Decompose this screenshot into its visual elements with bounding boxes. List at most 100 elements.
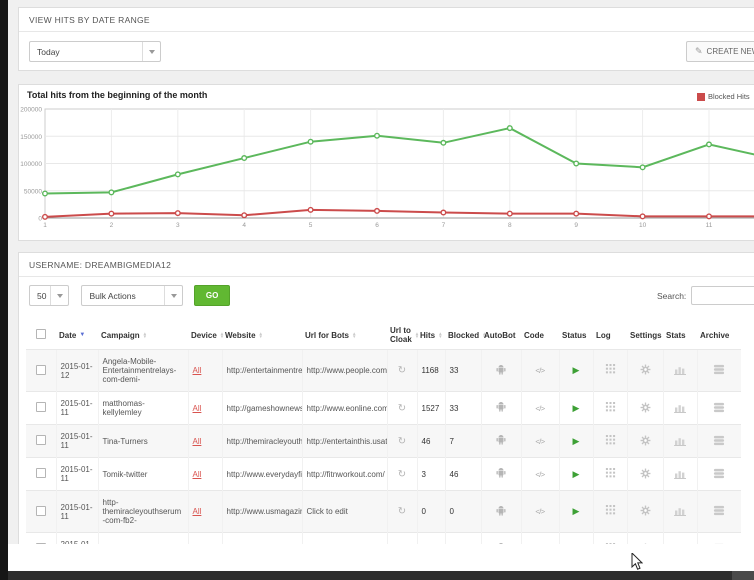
create-new-campaign-button[interactable]: ✎ CREATE NEW CAMPAIGN	[686, 41, 754, 62]
column-header-log: Log	[593, 321, 627, 350]
username-title: USERNAME: DREAMBIGMEDIA12	[19, 253, 754, 277]
device-link[interactable]: All	[192, 366, 202, 375]
stats-chart-icon[interactable]	[673, 468, 687, 479]
url-for-bots-cell[interactable]: http://fitnworkout.com/	[301, 457, 387, 491]
cloak-refresh-icon[interactable]: ↻	[397, 365, 407, 376]
device-link[interactable]: All	[192, 436, 202, 446]
svg-text:4: 4	[242, 222, 246, 229]
campaign-cell: Angela-Mobile-Entertainmentrelays-com-de…	[97, 349, 188, 392]
stats-chart-icon[interactable]	[673, 505, 687, 516]
website-cell[interactable]: http://themiracleyouthser...	[221, 424, 302, 458]
column-header-hits[interactable]: Hits ▲ ▼	[417, 321, 445, 350]
website-cell[interactable]: http://www.everydayfitnes...	[221, 457, 302, 491]
campaigns-panel: USERNAME: DREAMBIGMEDIA12 50 Bulk Action…	[18, 252, 754, 580]
website-cell[interactable]: http://www.usmagazine.c...	[221, 490, 302, 533]
row-checkbox[interactable]	[35, 435, 46, 445]
left-edge-strip	[0, 0, 8, 580]
svg-text:1: 1	[43, 222, 47, 229]
cloak-refresh-icon[interactable]: ↻	[397, 435, 407, 447]
url-for-bots-cell[interactable]: Click to edit	[301, 490, 387, 533]
settings-gear-icon[interactable]	[640, 435, 651, 446]
device-link[interactable]: All	[192, 403, 202, 413]
status-play-icon[interactable]: ▶	[572, 435, 580, 446]
column-label: Stats	[666, 330, 686, 340]
log-calendar-icon[interactable]	[605, 505, 616, 516]
column-label: Blocked	[448, 330, 480, 340]
column-header-website[interactable]: Website ▲ ▼	[222, 321, 302, 350]
row-checkbox[interactable]	[35, 505, 46, 516]
url-for-bots-cell[interactable]: http://entertainthis.usatod...	[301, 424, 387, 458]
column-header-code: Code	[521, 321, 559, 350]
column-header-device[interactable]: Device ▲ ▼	[188, 321, 224, 350]
log-calendar-icon[interactable]	[605, 467, 616, 479]
archive-icon[interactable]	[713, 435, 725, 446]
stats-chart-icon[interactable]	[673, 402, 687, 413]
autobot-android-icon[interactable]	[495, 364, 507, 376]
row-checkbox[interactable]	[35, 468, 46, 478]
column-label: Url for Bots	[305, 330, 349, 340]
table-row: 2015-01-11 http-themiracleyouthserum-com-…	[26, 490, 741, 533]
code-icon[interactable]: </>	[535, 507, 545, 516]
settings-gear-icon[interactable]	[640, 364, 651, 375]
column-label: Archive	[700, 330, 730, 340]
url-for-bots-cell[interactable]: http://www.people.com/ar...	[301, 349, 387, 392]
chevron-down-icon	[50, 286, 68, 305]
archive-icon[interactable]	[713, 468, 725, 479]
go-button[interactable]: GO	[193, 285, 231, 306]
column-header-status: Status	[559, 321, 593, 350]
stats-chart-icon[interactable]	[673, 435, 687, 446]
website-cell[interactable]: http://entertainmentrelays...	[221, 349, 302, 392]
device-link[interactable]: All	[192, 507, 202, 516]
status-play-icon[interactable]: ▶	[572, 468, 580, 479]
cloak-refresh-icon[interactable]: ↻	[397, 402, 407, 414]
cloak-refresh-icon[interactable]: ↻	[397, 468, 407, 480]
row-checkbox[interactable]	[35, 364, 46, 375]
autobot-android-icon[interactable]	[495, 505, 507, 517]
code-icon[interactable]: </>	[535, 366, 545, 375]
column-header-campaign[interactable]: Campaign ▲ ▼	[98, 321, 188, 350]
bulk-actions-select[interactable]: Bulk Actions	[81, 285, 184, 306]
device-link[interactable]: All	[192, 469, 202, 479]
column-header-url-for-bots[interactable]: Url for Bots ▲ ▼	[302, 321, 387, 350]
blocked-cell: 33	[444, 349, 481, 392]
autobot-android-icon[interactable]	[495, 467, 507, 479]
column-header-settings: Settings	[627, 321, 663, 350]
svg-text:2: 2	[110, 222, 114, 229]
cloak-refresh-icon[interactable]: ↻	[397, 506, 407, 517]
log-calendar-icon[interactable]	[605, 434, 616, 446]
settings-gear-icon[interactable]	[640, 505, 651, 516]
code-icon[interactable]: </>	[535, 436, 545, 446]
autobot-android-icon[interactable]	[495, 434, 507, 446]
column-label: Device	[191, 330, 217, 340]
bulk-actions-value: Bulk Actions	[89, 290, 136, 301]
status-play-icon[interactable]: ▶	[572, 402, 580, 413]
column-label: Code	[524, 330, 544, 340]
status-play-icon[interactable]: ▶	[572, 365, 580, 375]
search-input[interactable]	[691, 286, 754, 305]
stats-chart-icon[interactable]	[673, 364, 687, 375]
blocked-cell: 0	[444, 490, 481, 533]
page-size-select[interactable]: 50	[29, 285, 69, 306]
settings-gear-icon[interactable]	[640, 402, 651, 413]
column-header-date[interactable]: Date ▼	[56, 321, 98, 350]
website-cell[interactable]: http://gameshownews.net	[221, 391, 302, 425]
select-all-checkbox[interactable]	[36, 329, 46, 339]
column-header-blocked[interactable]: Blocked ▲ ▼	[445, 321, 487, 350]
svg-text:8: 8	[508, 222, 512, 229]
column-header-url-to-cloak[interactable]: Url to Cloak ▲ ▼	[387, 321, 419, 350]
settings-gear-icon[interactable]	[640, 468, 651, 479]
log-calendar-icon[interactable]	[605, 364, 616, 375]
date-range-select[interactable]: Today	[29, 41, 161, 62]
code-icon[interactable]: </>	[535, 403, 545, 413]
autobot-android-icon[interactable]	[495, 401, 507, 413]
log-calendar-icon[interactable]	[605, 401, 616, 413]
status-play-icon[interactable]: ▶	[572, 506, 580, 516]
archive-icon[interactable]	[713, 505, 725, 516]
row-checkbox[interactable]	[35, 402, 46, 412]
url-for-bots-cell[interactable]: http://www.eonline.com/n...	[301, 391, 387, 425]
archive-icon[interactable]	[713, 364, 725, 375]
code-icon[interactable]: </>	[535, 469, 545, 479]
column-label: Settings	[630, 330, 662, 340]
archive-icon[interactable]	[713, 402, 725, 413]
